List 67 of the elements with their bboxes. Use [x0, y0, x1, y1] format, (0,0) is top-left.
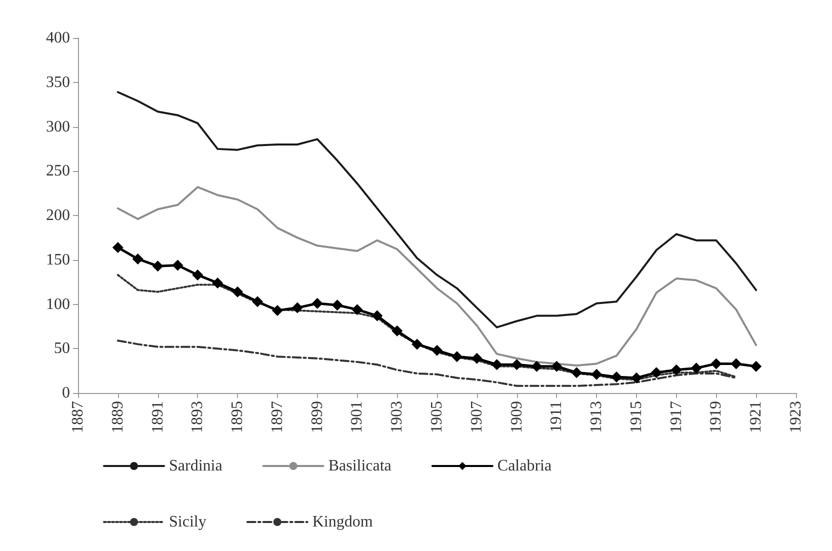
point — [352, 304, 363, 316]
point — [292, 302, 303, 314]
y-tick-label: 400 — [46, 30, 70, 46]
x-tick-label: 1895 — [229, 401, 246, 433]
point — [571, 367, 582, 378]
legend-label: Kingdom — [312, 514, 374, 530]
x-tick-label: 1911 — [548, 401, 566, 432]
point — [670, 364, 682, 376]
point — [432, 344, 442, 356]
y-tick-label: 200 — [46, 207, 70, 224]
point — [392, 325, 403, 336]
x-tick-label: 1901 — [348, 401, 366, 433]
y-tick-label: 350 — [46, 74, 70, 91]
x-tick-label: 1913 — [588, 401, 606, 433]
x-tick-label: 1897 — [268, 401, 286, 433]
x-tick-label: 1909 — [508, 401, 526, 433]
point — [471, 352, 482, 364]
point — [690, 362, 702, 374]
x-tick-label: 1907 — [468, 401, 486, 433]
y-tick-label: 0 — [62, 384, 70, 402]
x-tick-label: 1887 — [70, 401, 86, 433]
x-tick-label: 1889 — [109, 401, 126, 433]
point — [152, 260, 164, 272]
point — [112, 242, 124, 253]
point — [252, 296, 263, 308]
point — [650, 367, 662, 378]
point — [710, 358, 722, 370]
point — [332, 300, 343, 311]
y-tick-label: 100 — [46, 296, 70, 313]
line-series — [116, 91, 758, 328]
x-tick-label: 1893 — [189, 401, 206, 433]
point — [212, 277, 224, 288]
point — [630, 372, 642, 384]
x-tick-label: 1923 — [788, 401, 804, 433]
point — [531, 360, 542, 372]
point — [750, 360, 762, 372]
x-tick-label: 1905 — [428, 401, 446, 433]
y-tick-label: 50 — [54, 340, 70, 358]
legend-label: Basilicata — [328, 458, 392, 474]
x-tick-label: 1903 — [388, 401, 406, 433]
point — [451, 351, 462, 362]
legend-label: Sardinia — [169, 458, 222, 474]
point — [511, 359, 522, 370]
x-tick-label: 1917 — [668, 401, 685, 433]
point — [491, 359, 502, 370]
x-tick-label: 1915 — [628, 401, 645, 433]
legend-label: Calabria — [497, 458, 552, 474]
point — [551, 360, 562, 372]
y-tick-label: 300 — [46, 118, 70, 136]
point — [312, 298, 323, 309]
point — [611, 372, 622, 383]
x-tick-label: 1899 — [308, 401, 326, 433]
point — [591, 368, 602, 380]
point — [132, 253, 144, 264]
x-tick-label: 1891 — [149, 401, 166, 433]
point — [412, 338, 423, 350]
x-tick-label: 1919 — [708, 401, 725, 433]
point — [730, 358, 742, 370]
point — [192, 269, 204, 280]
y-tick-label: 150 — [46, 251, 70, 268]
point — [372, 310, 383, 322]
y-tick-label: 250 — [46, 162, 70, 180]
point — [232, 286, 244, 298]
x-tick-label: 1921 — [748, 401, 765, 433]
point — [272, 304, 283, 316]
point — [172, 260, 184, 271]
legend-label: Sicily — [169, 514, 206, 530]
